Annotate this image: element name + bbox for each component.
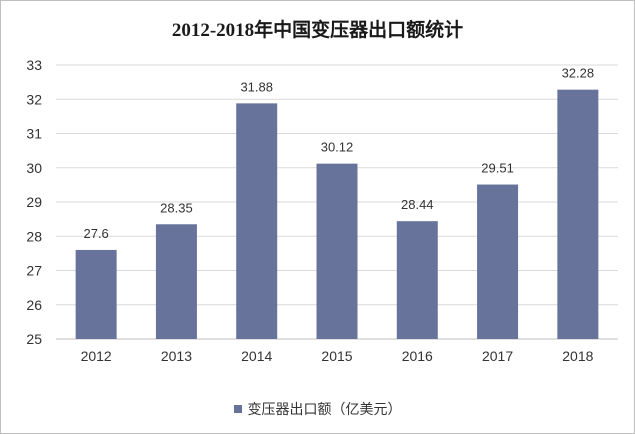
bar	[477, 184, 519, 339]
x-tick-label: 2013	[161, 348, 192, 364]
y-tick-label: 30	[26, 160, 42, 176]
data-label: 28.35	[160, 200, 193, 215]
x-tick-label: 2012	[81, 348, 112, 364]
bar	[75, 249, 117, 339]
data-label: 27.6	[83, 226, 108, 241]
y-tick-label: 32	[26, 91, 42, 107]
x-tick-label: 2015	[321, 348, 352, 364]
y-tick-label: 33	[26, 57, 42, 73]
data-label: 32.28	[562, 66, 595, 81]
y-tick-label: 31	[26, 126, 42, 142]
legend-label: 变压器出口额（亿美元）	[247, 401, 402, 417]
bar	[155, 224, 197, 339]
data-label: 29.51	[481, 161, 514, 176]
data-label: 28.44	[401, 197, 434, 212]
legend: 变压器出口额（亿美元）	[1, 399, 634, 419]
x-tick-label: 2018	[562, 348, 593, 364]
bar	[316, 163, 358, 339]
y-tick-label: 26	[26, 297, 42, 313]
y-tick-label: 29	[26, 194, 42, 210]
bar	[236, 103, 278, 339]
data-label: 30.12	[321, 140, 354, 155]
y-tick-label: 27	[26, 263, 42, 279]
bar	[557, 89, 599, 339]
x-tick-label: 2014	[241, 348, 272, 364]
legend-swatch	[233, 405, 242, 413]
bar	[396, 221, 438, 339]
y-tick-label: 28	[26, 228, 42, 244]
x-tick-label: 2016	[402, 348, 433, 364]
chart-title: 2012-2018年中国变压器出口额统计	[171, 20, 464, 41]
data-label: 31.88	[240, 79, 273, 94]
y-tick-label: 25	[26, 331, 42, 347]
x-tick-label: 2017	[482, 348, 513, 364]
